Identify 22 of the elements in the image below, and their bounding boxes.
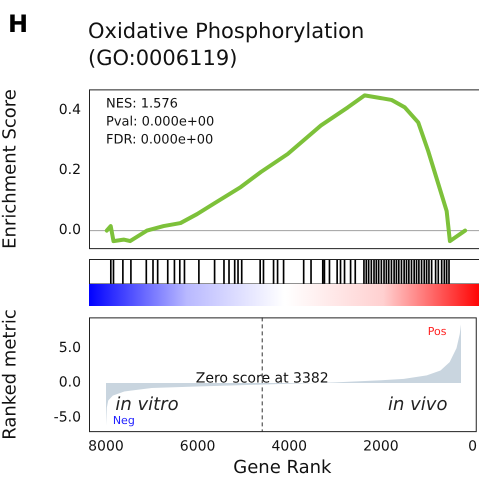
text: H	[8, 10, 28, 38]
x-tick-label: 2000	[363, 438, 399, 455]
x-tick-label: 8000	[88, 438, 124, 455]
annotation: Neg	[112, 414, 135, 428]
annotation: Pos	[428, 325, 447, 338]
y-axis-title: Ranked metric	[0, 309, 20, 440]
chart-title: Oxidative Phosphorylation (GO:0006119)	[88, 18, 366, 72]
x-tick-label: 6000	[180, 438, 216, 455]
x-axis-title: Gene Rank	[233, 456, 332, 478]
y-tick-label: 0.4	[58, 102, 82, 118]
x-tick-label: 4000	[271, 438, 308, 455]
y-tick-label: 0.2	[58, 162, 81, 178]
x-tick-label: 0	[468, 438, 478, 455]
y-tick-label: -5.0	[54, 410, 81, 426]
annotation: in vivo	[388, 394, 448, 416]
annotation: NES: 1.576 Pval: 0.000e+00 FDR: 0.000e+00	[106, 96, 214, 148]
y-tick-label: 5.0	[58, 340, 81, 356]
annotation: in vitro	[115, 394, 179, 416]
y-tick-label: 0.0	[58, 222, 81, 238]
y-axis-title: Enrichment Score	[0, 89, 20, 249]
annotation: Zero score at 3382	[196, 370, 329, 387]
y-tick-label: 0.0	[58, 374, 81, 391]
